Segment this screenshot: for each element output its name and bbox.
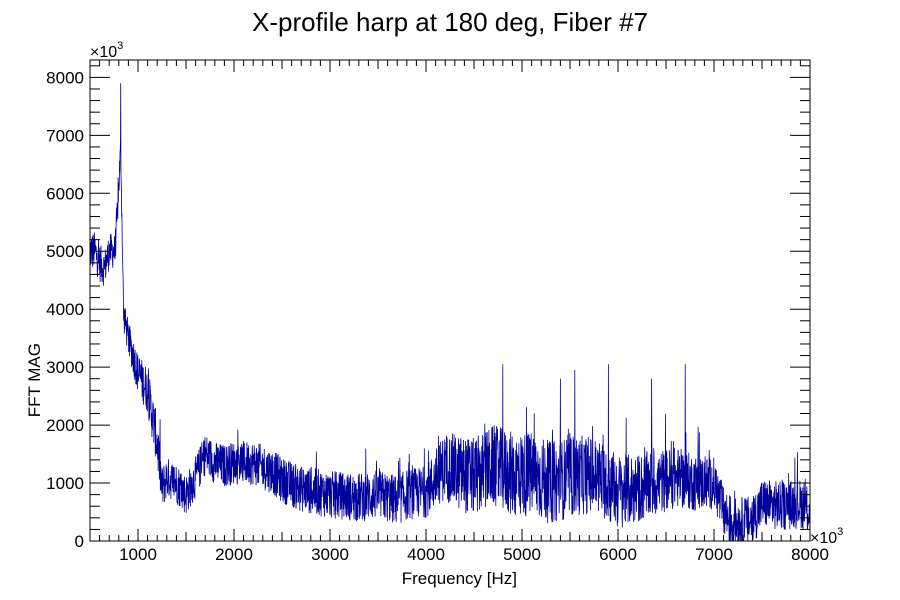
plot-frame bbox=[89, 59, 811, 542]
x-multiplier: ×103 bbox=[810, 526, 843, 547]
y-tick-label: 5000 bbox=[46, 242, 84, 261]
x-axis: 1000 2000 3000 4000 5000 6000 7000 8000 bbox=[99, 60, 829, 564]
x-tick-label: 6000 bbox=[599, 545, 637, 564]
x-axis-label: Frequency [Hz] bbox=[402, 569, 517, 588]
y-axis-label: FFT MAG bbox=[25, 343, 44, 417]
data-line bbox=[89, 83, 811, 542]
x-tick-label: 8000 bbox=[791, 545, 829, 564]
x-tick-label: 7000 bbox=[695, 545, 733, 564]
y-tick-label: 2000 bbox=[46, 416, 84, 435]
y-tick-label: 3000 bbox=[46, 358, 84, 377]
y-tick-label: 4000 bbox=[46, 300, 84, 319]
x-tick-label: 4000 bbox=[407, 545, 445, 564]
y-tick-label: 7000 bbox=[46, 126, 84, 145]
plot-area bbox=[89, 83, 811, 542]
y-axis: 0 1000 2000 3000 4000 5000 6000 7000 8000 bbox=[46, 65, 810, 551]
y-tick-label: 0 bbox=[75, 532, 84, 551]
x-tick-label: 2000 bbox=[215, 545, 253, 564]
x-tick-label: 3000 bbox=[311, 545, 349, 564]
y-tick-label: 1000 bbox=[46, 474, 84, 493]
y-tick-label: 6000 bbox=[46, 184, 84, 203]
x-tick-label: 1000 bbox=[119, 545, 157, 564]
y-multiplier: ×103 bbox=[90, 40, 123, 61]
chart-title: X-profile harp at 180 deg, Fiber #7 bbox=[252, 7, 648, 37]
x-tick-label: 5000 bbox=[503, 545, 541, 564]
y-tick-label: 8000 bbox=[46, 68, 84, 87]
